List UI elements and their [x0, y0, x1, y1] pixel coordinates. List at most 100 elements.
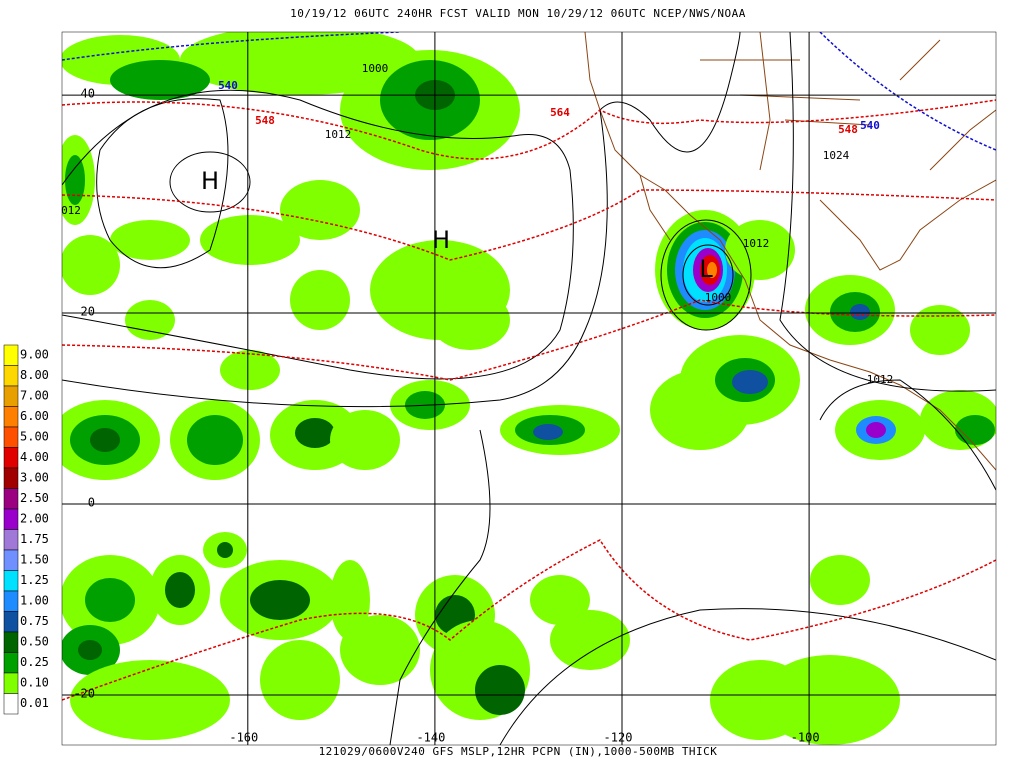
precip-area [110, 220, 190, 260]
legend-label: 1.75 [20, 532, 49, 546]
latitude-label: -20 [73, 687, 95, 701]
precip-area [260, 640, 340, 720]
precip-area [200, 215, 300, 265]
legend-label: 0.75 [20, 614, 49, 628]
legend-swatch [3, 406, 19, 428]
precip-area [725, 220, 795, 280]
legend-swatch [3, 631, 19, 653]
isobar [389, 429, 491, 745]
precip-area [955, 415, 995, 445]
precip-area [62, 235, 120, 295]
legend-label: 0.25 [20, 655, 49, 669]
legend-swatch [3, 672, 19, 694]
precip-area [910, 305, 970, 355]
thickness [62, 539, 996, 701]
thickness [62, 299, 996, 381]
contour-label: 1012 [325, 128, 352, 141]
latitude-label: 0 [88, 496, 95, 510]
legend-label: 0.10 [20, 676, 49, 690]
isobar [779, 32, 996, 392]
precip-area [70, 660, 230, 740]
contours [62, 32, 996, 745]
precip-area [220, 350, 280, 390]
longitude-label: -160 [229, 731, 258, 745]
thickness [62, 99, 996, 160]
precip-area [217, 542, 233, 558]
high-center: H [201, 167, 219, 195]
legend-label: 9.00 [20, 348, 49, 362]
legend-swatch [3, 529, 19, 551]
isobar [682, 244, 734, 306]
legend-label: 6.00 [20, 409, 49, 423]
legend-swatch [3, 488, 19, 510]
contour-label: 012 [61, 204, 81, 217]
thickness [62, 189, 996, 261]
legend-label: 1.25 [20, 573, 49, 587]
precip-area [90, 428, 120, 452]
isobar [819, 379, 996, 491]
contour-label: 548 [838, 123, 858, 136]
legend-label: 7.00 [20, 389, 49, 403]
contour-label: 548 [255, 114, 275, 127]
precip-area [187, 415, 243, 465]
legend-label: 1.00 [20, 594, 49, 608]
legend-label: 0.01 [20, 696, 49, 710]
legend-swatch [3, 590, 19, 612]
legend-swatch [3, 611, 19, 633]
precip-area [760, 655, 900, 745]
contour-label: 564 [550, 106, 570, 119]
coastline [584, 32, 996, 471]
legend-label: 8.00 [20, 368, 49, 382]
legend-label: 2.00 [20, 512, 49, 526]
legend-swatch [3, 652, 19, 674]
legend-swatch [3, 467, 19, 489]
contour-label: 1024 [823, 149, 850, 162]
precip-area [850, 304, 870, 320]
legend-swatch [3, 385, 19, 407]
legend-label: 0.50 [20, 635, 49, 649]
plot-frame [61, 31, 997, 746]
coastline [899, 39, 996, 171]
high-center: H [432, 226, 450, 254]
legend-swatch [3, 549, 19, 571]
precip-area [707, 262, 717, 278]
precip-area [125, 300, 175, 340]
isobar [62, 89, 574, 380]
legend-label: 2.50 [20, 491, 49, 505]
precip-area [110, 60, 210, 100]
coastline [639, 174, 671, 241]
map-title: 10/19/12 06UTC 240HR FCST VALID MON 10/2… [290, 7, 746, 20]
precip-area [550, 610, 630, 670]
legend-label: 3.00 [20, 471, 49, 485]
isobar [169, 151, 251, 213]
longitude-label: -100 [791, 731, 820, 745]
latitude-label: 20 [81, 304, 95, 318]
isobar [660, 219, 752, 331]
graticule: 40 20 0 -20 -160 -140 -120 -100 [61, 31, 997, 746]
precip-area [250, 580, 310, 620]
longitude-label: -140 [416, 731, 445, 745]
border [700, 32, 996, 271]
legend-label: 5.00 [20, 430, 49, 444]
precip-area [866, 422, 886, 438]
legend-swatch [3, 508, 19, 530]
precip-area [78, 640, 102, 660]
isobar [62, 32, 741, 408]
longitude-label: -120 [604, 731, 633, 745]
precip-area [430, 290, 510, 350]
precip-area [533, 424, 563, 440]
coastlines [584, 32, 996, 471]
precip-area [330, 560, 370, 640]
legend-label: 1.50 [20, 553, 49, 567]
precip-area [280, 180, 360, 240]
precip-area [65, 155, 85, 205]
legend: 9.00 8.00 7.00 6.00 5.00 4.00 3.00 2.50 2.00 1.75… [3, 344, 49, 715]
contour-label: 1012 [867, 373, 894, 386]
legend-swatch [3, 426, 19, 448]
legend-swatch [3, 693, 19, 715]
map-caption: 121029/0600V240 GFS MSLP,12HR PCPN (IN),… [319, 745, 718, 758]
precip-area [290, 270, 350, 330]
precip-area [810, 555, 870, 605]
thickness [62, 32, 996, 151]
